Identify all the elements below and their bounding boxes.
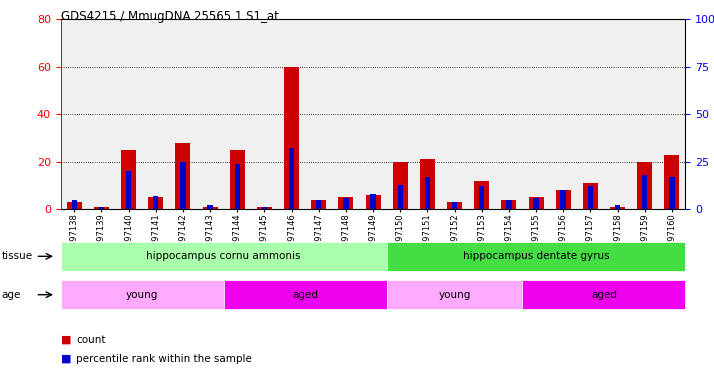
- Bar: [67, 202, 81, 209]
- Text: age: age: [1, 290, 21, 300]
- Bar: [207, 205, 213, 209]
- Bar: [447, 202, 462, 209]
- Bar: [610, 207, 625, 209]
- Bar: [528, 197, 543, 209]
- Bar: [121, 150, 136, 209]
- Bar: [338, 197, 353, 209]
- Bar: [560, 190, 566, 209]
- Bar: [153, 196, 159, 209]
- Bar: [94, 207, 109, 209]
- Bar: [316, 200, 321, 209]
- Bar: [506, 200, 512, 209]
- Bar: [425, 177, 430, 209]
- Bar: [234, 164, 240, 209]
- Bar: [637, 162, 652, 209]
- Bar: [99, 207, 104, 209]
- Text: young: young: [438, 290, 471, 300]
- Bar: [180, 162, 186, 209]
- Text: young: young: [126, 290, 159, 300]
- Bar: [555, 190, 570, 209]
- Bar: [615, 205, 620, 209]
- Bar: [588, 187, 593, 209]
- Bar: [126, 171, 131, 209]
- Text: ■: ■: [61, 335, 71, 345]
- Bar: [343, 198, 348, 209]
- Bar: [479, 187, 484, 209]
- Bar: [452, 202, 457, 209]
- Text: tissue: tissue: [1, 251, 33, 262]
- Bar: [284, 67, 299, 209]
- Bar: [289, 149, 294, 209]
- Text: hippocampus dentate gyrus: hippocampus dentate gyrus: [463, 251, 609, 262]
- Bar: [583, 183, 598, 209]
- Bar: [71, 200, 77, 209]
- Text: percentile rank within the sample: percentile rank within the sample: [76, 354, 252, 364]
- Bar: [371, 194, 376, 209]
- Bar: [393, 162, 408, 209]
- Bar: [311, 200, 326, 209]
- Bar: [398, 185, 403, 209]
- Bar: [533, 198, 539, 209]
- Text: count: count: [76, 335, 106, 345]
- Bar: [257, 207, 272, 209]
- Bar: [420, 159, 435, 209]
- Bar: [665, 155, 679, 209]
- Text: hippocampus cornu ammonis: hippocampus cornu ammonis: [146, 251, 301, 262]
- Bar: [262, 207, 267, 209]
- Bar: [366, 195, 381, 209]
- Bar: [642, 175, 648, 209]
- Bar: [501, 200, 516, 209]
- Text: aged: aged: [591, 290, 617, 300]
- Text: aged: aged: [292, 290, 318, 300]
- Bar: [230, 150, 245, 209]
- Bar: [474, 181, 489, 209]
- Bar: [669, 177, 675, 209]
- Text: ■: ■: [61, 354, 71, 364]
- Text: GDS4215 / MmugDNA.25565.1.S1_at: GDS4215 / MmugDNA.25565.1.S1_at: [61, 10, 278, 23]
- Bar: [203, 207, 218, 209]
- Bar: [176, 143, 191, 209]
- Bar: [149, 197, 164, 209]
